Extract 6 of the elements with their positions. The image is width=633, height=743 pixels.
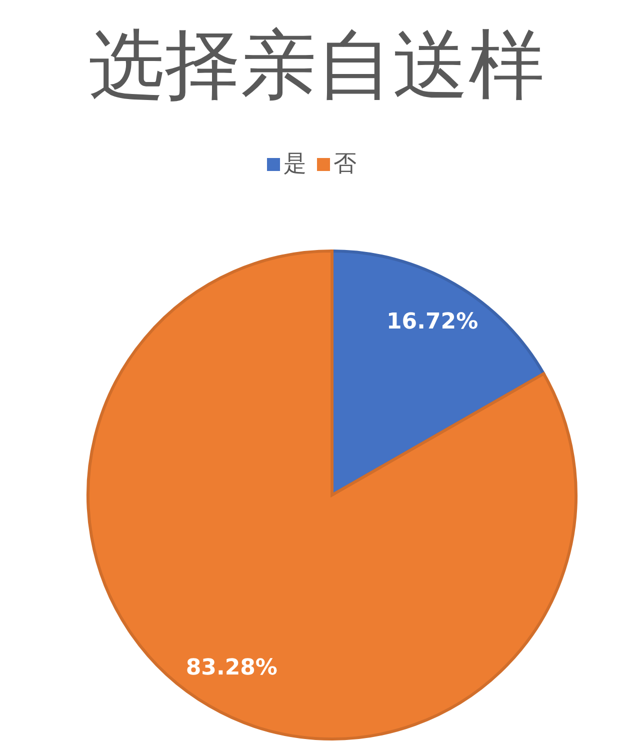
legend-label: 是	[284, 151, 306, 177]
data-label: 16.72%	[386, 309, 478, 334]
legend-label: 否	[334, 151, 356, 177]
pie-slice	[86, 250, 578, 740]
data-label: 83.28%	[186, 656, 278, 681]
chart-title: 选择亲自送样	[88, 20, 546, 109]
